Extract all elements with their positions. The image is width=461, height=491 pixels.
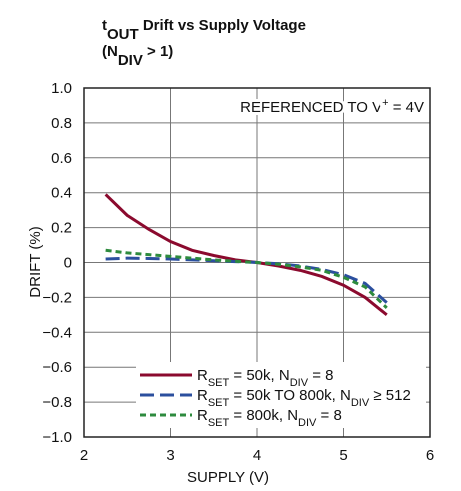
legend-label-part: = 50k TO 800k, N xyxy=(229,387,351,404)
y-tick-label: −0.2 xyxy=(42,289,72,306)
annotation-part: = 4V xyxy=(389,99,424,116)
y-tick-label: 0.4 xyxy=(51,185,72,202)
x-tick-label: 3 xyxy=(166,447,174,464)
legend-label: RSET = 50k, NDIV = 8 xyxy=(197,367,333,389)
y-axis-label: DRIFT (%) xyxy=(27,226,44,297)
y-tick-label: 0.2 xyxy=(51,220,72,237)
x-tick-label: 6 xyxy=(426,447,434,464)
x-tick-label: 4 xyxy=(253,447,261,464)
legend-label-part: ≥ 512 xyxy=(369,387,411,404)
y-tick-label: −1.0 xyxy=(42,429,72,446)
y-tick-label: 1.0 xyxy=(51,80,72,97)
legend-label: RSET = 800k, NDIV = 8 xyxy=(197,407,342,429)
chart-title-part: OUT xyxy=(107,26,139,43)
chart-title-part: (N xyxy=(102,43,118,60)
legend-label-part: DIV xyxy=(298,417,317,429)
legend-label: RSET = 50k TO 800k, NDIV ≥ 512 xyxy=(197,387,411,409)
annotation-part: REFERENCED TO V xyxy=(240,99,382,116)
legend-label-part: SET xyxy=(208,397,230,409)
y-tick-label: 0.6 xyxy=(51,150,72,167)
annotation: REFERENCED TO V+ = 4V xyxy=(240,97,424,116)
legend-label-part: DIV xyxy=(351,397,370,409)
legend-label-part: DIV xyxy=(290,377,309,389)
legend-label-part: = 800k, N xyxy=(229,407,298,424)
plot-frame xyxy=(83,87,431,438)
legend-label-part: SET xyxy=(208,417,230,429)
legend-label-part: R xyxy=(197,407,208,424)
legend-label-part: R xyxy=(197,387,208,404)
legend-label-part: SET xyxy=(208,377,230,389)
chart-title: tOUT Drift vs Supply Voltage xyxy=(102,17,306,43)
x-tick-label: 5 xyxy=(339,447,347,464)
y-tick-label: 0.8 xyxy=(51,115,72,132)
legend-label-part: R xyxy=(197,367,208,384)
annotation-part: + xyxy=(382,97,388,109)
chart-title-part: DIV xyxy=(118,52,143,69)
x-axis-label: SUPPLY (V) xyxy=(187,469,269,486)
x-tick-label: 2 xyxy=(80,447,88,464)
legend-label-part: = 8 xyxy=(308,367,333,384)
chart-title-part: Drift vs Supply Voltage xyxy=(139,17,306,34)
chart-title-part: > 1) xyxy=(143,43,173,60)
legend-label-part: = 8 xyxy=(316,407,341,424)
chart-title: (NDIV > 1) xyxy=(102,43,173,69)
chart-title-part: t xyxy=(102,17,107,34)
series-line xyxy=(105,248,388,309)
y-tick-label: 0 xyxy=(64,255,72,272)
legend-label-part: = 50k, N xyxy=(229,367,289,384)
y-tick-label: −0.6 xyxy=(42,359,72,376)
y-tick-label: −0.4 xyxy=(42,324,72,341)
series-line xyxy=(105,256,388,304)
y-tick-label: −0.8 xyxy=(42,394,72,411)
